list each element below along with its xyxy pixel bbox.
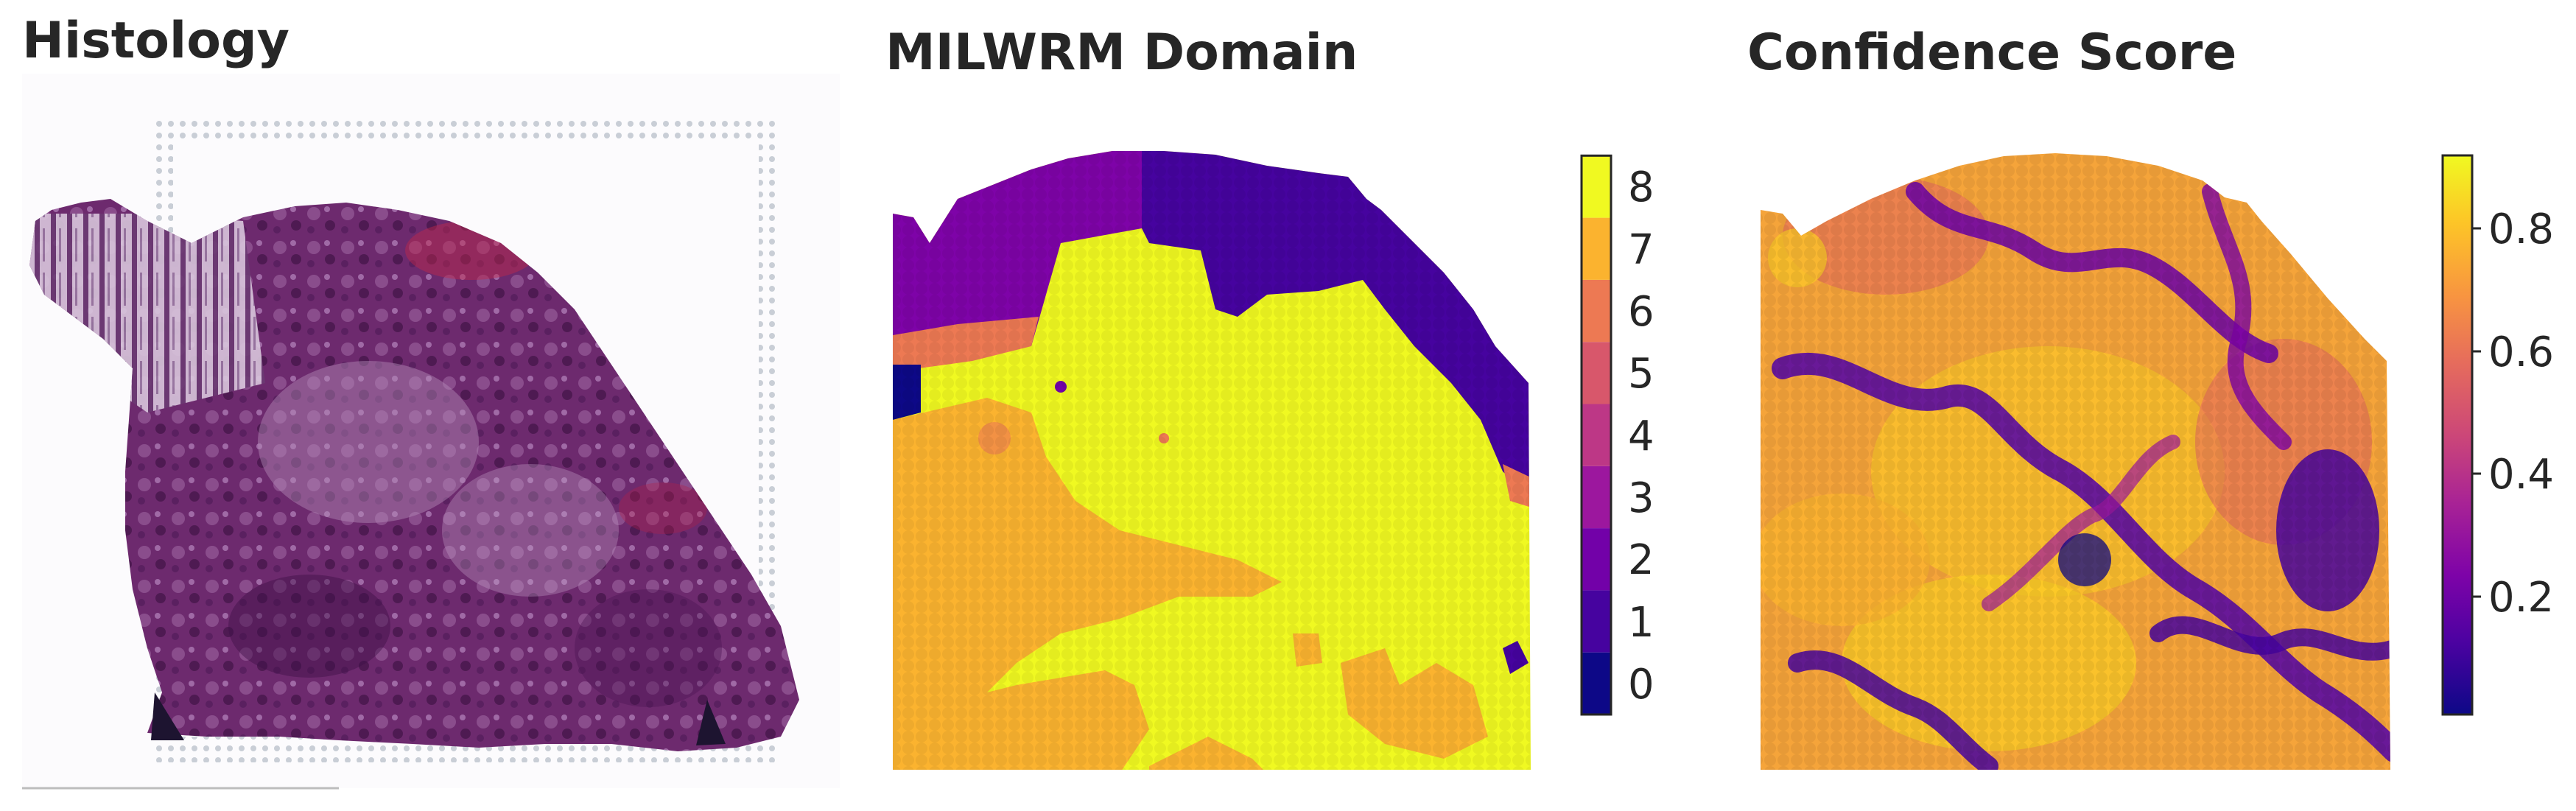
confidence-colorbar: 0.2 0.4 0.6 0.8 — [2441, 154, 2554, 716]
domain-tick-label: 8 — [1628, 164, 1654, 211]
domain-tick-label: 2 — [1628, 536, 1654, 584]
domain-colorbar-segment — [1582, 652, 1611, 715]
confidence-tick-label: 0.8 — [2488, 206, 2554, 253]
confidence-score-map — [1761, 153, 2390, 770]
domain-colorbar: 0 1 2 3 4 5 6 7 8 — [1580, 154, 1654, 716]
histology-title: Histology — [22, 12, 289, 70]
milwrm-domain-title: MILWRM Domain — [885, 24, 1358, 82]
domain-colorbar-segment — [1582, 342, 1611, 404]
domain-tick-label: 3 — [1628, 474, 1654, 522]
histology-image — [22, 74, 840, 790]
domain-tick-label: 5 — [1628, 350, 1654, 398]
domain-tick-label: 4 — [1628, 412, 1654, 460]
confidence-tick-label: 0.4 — [2488, 451, 2554, 499]
milwrm-domain-map — [893, 151, 1531, 770]
domain-colorbar-segment — [1582, 279, 1611, 343]
domain-tick-label: 1 — [1628, 599, 1654, 647]
domain-tick-label: 7 — [1628, 226, 1654, 274]
domain-colorbar-segment — [1582, 404, 1611, 466]
domain-colorbar-segment — [1582, 217, 1611, 280]
domain-colorbar-segment — [1582, 590, 1611, 653]
domain-tick-label: 6 — [1628, 288, 1654, 336]
confidence-tick-label: 0.2 — [2488, 574, 2554, 622]
domain-colorbar-segment — [1582, 528, 1611, 591]
domain-colorbar-segment — [1582, 466, 1611, 529]
confidence-score-title: Confidence Score — [1747, 24, 2237, 82]
confidence-tick-label: 0.6 — [2488, 329, 2554, 376]
domain-colorbar-segment — [1582, 155, 1611, 218]
domain-tick-label: 0 — [1628, 661, 1654, 709]
